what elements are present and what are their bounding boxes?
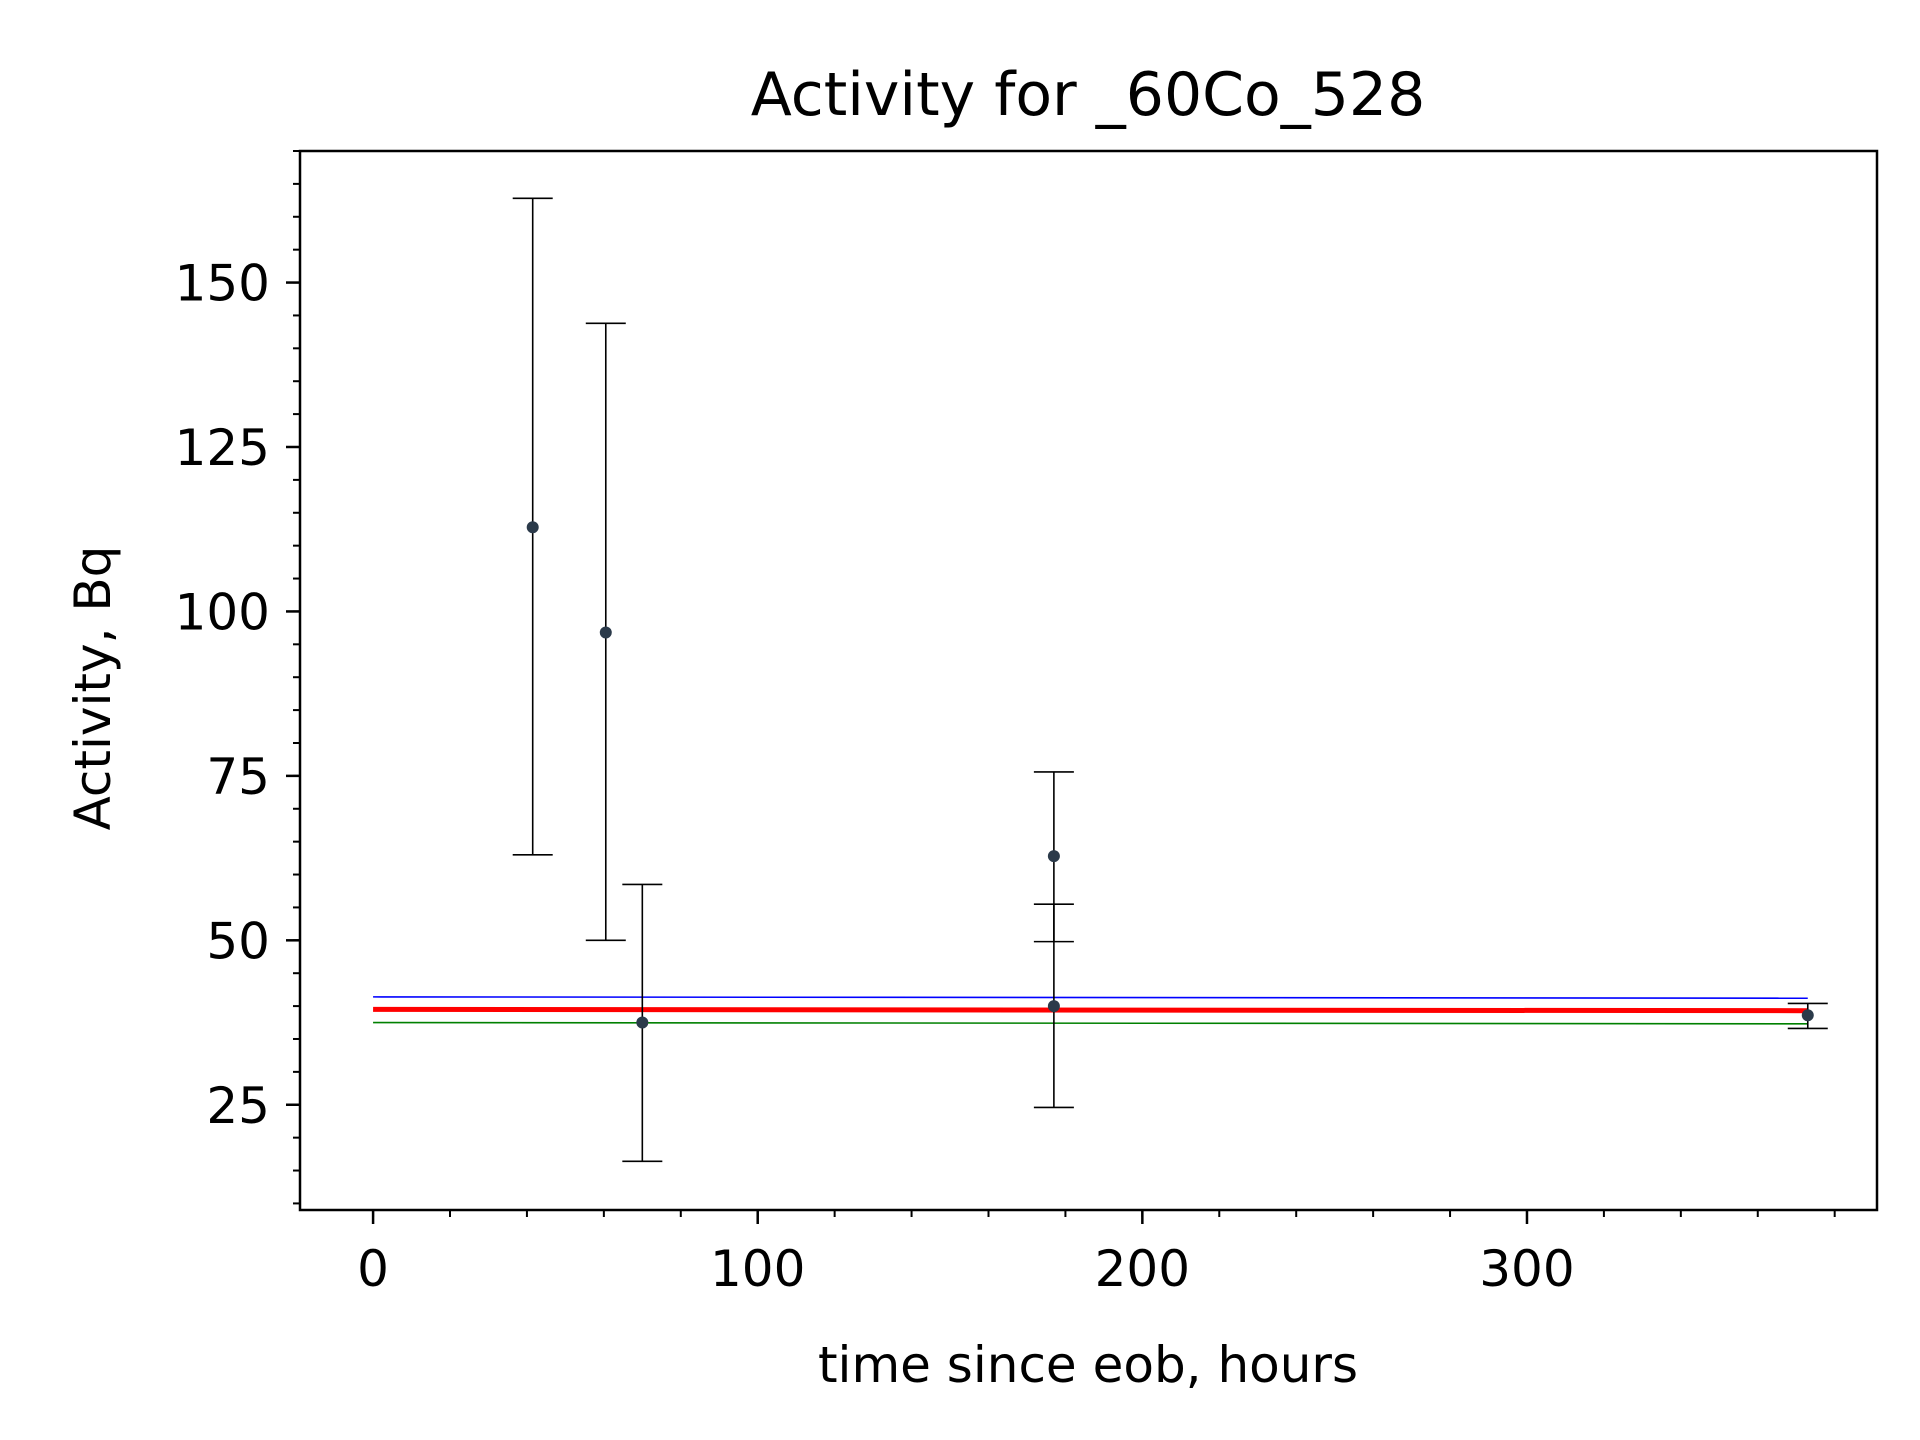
x-tick-label: 200 bbox=[1095, 1240, 1190, 1298]
x-tick-label: 100 bbox=[710, 1240, 805, 1298]
y-tick-label: 150 bbox=[175, 255, 270, 313]
y-tick-label: 25 bbox=[206, 1077, 270, 1135]
plot-area: 0 100 200 300 25 50 75 100 125 150 bbox=[175, 149, 1879, 1298]
data-point bbox=[1801, 1009, 1814, 1022]
y-tick-label: 75 bbox=[206, 748, 270, 806]
x-tick-label: 0 bbox=[357, 1240, 389, 1298]
data-point bbox=[1047, 850, 1060, 863]
x-axis-label: time since eob, hours bbox=[818, 1336, 1358, 1394]
x-tick-label: 300 bbox=[1479, 1240, 1574, 1298]
fit-line bbox=[373, 1006, 1808, 1014]
data-point bbox=[599, 626, 612, 639]
y-tick-label: 125 bbox=[175, 419, 270, 477]
y-tick-label: 100 bbox=[175, 583, 270, 641]
fit-line bbox=[373, 1021, 1808, 1025]
chart-title: Activity for _60Co_528 bbox=[751, 60, 1426, 130]
data-point bbox=[636, 1016, 649, 1029]
data-point bbox=[1047, 1000, 1060, 1013]
data-point bbox=[526, 521, 539, 534]
fit-line bbox=[373, 996, 1808, 1000]
y-tick-label: 50 bbox=[206, 912, 270, 970]
plot-frame bbox=[298, 149, 1879, 1212]
y-axis-label: Activity, Bq bbox=[64, 546, 122, 831]
